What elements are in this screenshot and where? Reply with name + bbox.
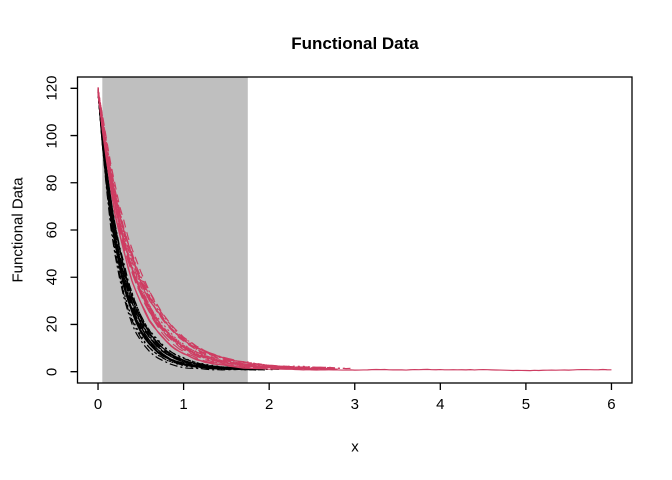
y-tick-label: 40 [43, 268, 61, 286]
y-tick-label: 20 [43, 316, 61, 333]
chart-title: Functional Data [291, 34, 419, 53]
y-tick-label: 100 [43, 123, 61, 149]
y-axis-title: Functional Data [9, 177, 27, 283]
x-tick-label: 5 [521, 396, 531, 413]
x-tick-label: 2 [265, 396, 274, 413]
x-tick-label: 3 [350, 396, 359, 413]
y-tick-label: 120 [43, 75, 61, 101]
x-tick-label: 6 [607, 396, 616, 413]
x-axis-title: x [351, 438, 359, 456]
y-tick-label: 60 [43, 221, 61, 239]
x-tick-label: 1 [179, 396, 188, 413]
y-tick-label: 80 [43, 174, 61, 192]
y-tick-label: 0 [43, 367, 61, 376]
x-tick-label: 0 [93, 396, 103, 413]
x-tick-label: 4 [436, 396, 445, 413]
